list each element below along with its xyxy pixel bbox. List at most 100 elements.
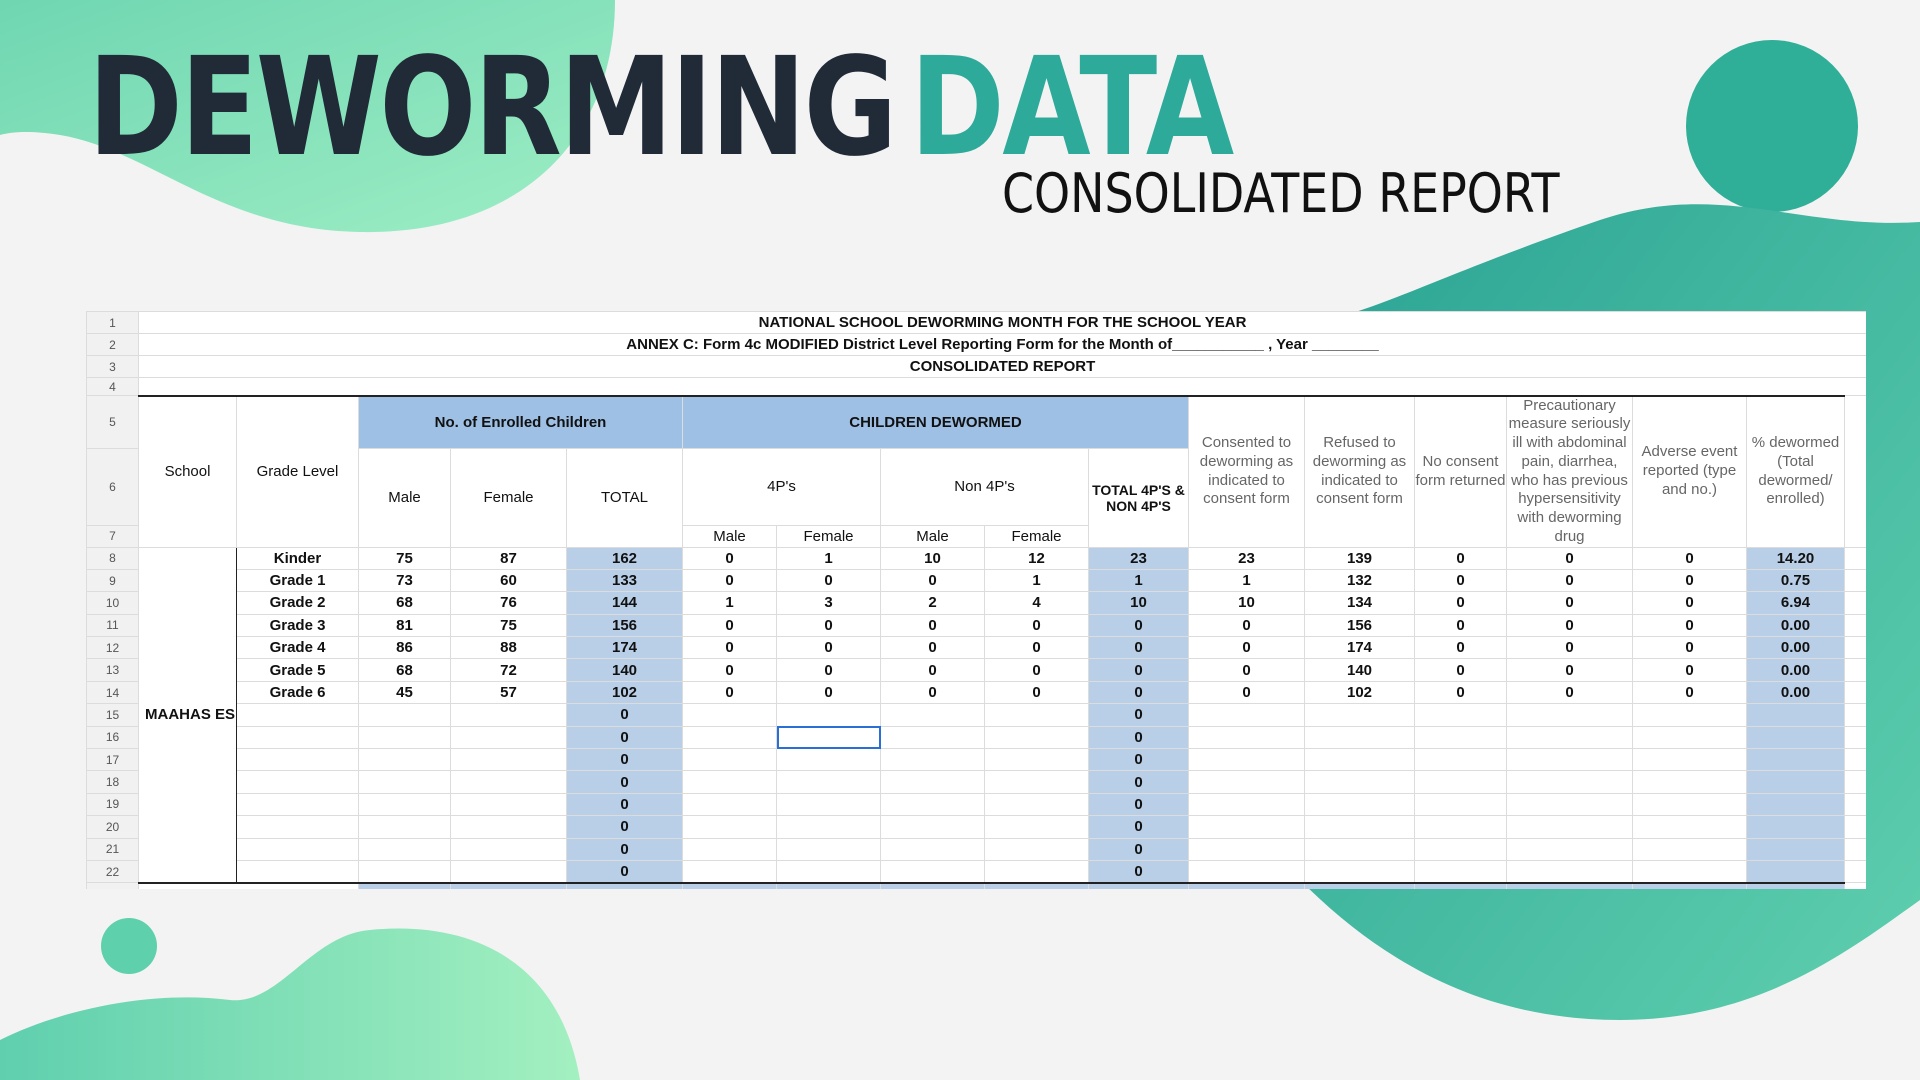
cell-tot[interactable]: 0 xyxy=(1088,792,1189,817)
grade-cell[interactable]: Grade 2 xyxy=(236,591,359,615)
cell-nc[interactable] xyxy=(1414,815,1507,839)
cell-pm[interactable]: 0 xyxy=(682,680,777,705)
cell-pct[interactable] xyxy=(1746,815,1845,839)
cell-tot[interactable]: 0 xyxy=(1088,859,1189,884)
cell-nc[interactable]: 0 xyxy=(1414,613,1507,638)
cell-m[interactable] xyxy=(358,837,451,861)
cell-tot[interactable]: 1 xyxy=(1088,568,1189,593)
cell-pf[interactable] xyxy=(776,703,881,727)
cell-con[interactable]: 1 xyxy=(1188,568,1305,593)
cell-pm[interactable] xyxy=(682,703,777,727)
grade-cell[interactable] xyxy=(236,703,359,727)
grade-cell[interactable] xyxy=(236,770,359,794)
cell-pct[interactable] xyxy=(1746,859,1845,884)
cell-pm[interactable] xyxy=(682,859,777,884)
cell-pm[interactable] xyxy=(682,792,777,817)
cell-nf[interactable]: 1 xyxy=(984,568,1089,593)
cell-m[interactable]: 86 xyxy=(358,636,451,660)
cell-nc[interactable] xyxy=(1414,703,1507,727)
cell-ref[interactable] xyxy=(1304,859,1415,884)
cell-f[interactable]: 60 xyxy=(450,568,567,593)
cell-pct[interactable] xyxy=(1746,725,1845,750)
cell-nf[interactable] xyxy=(984,725,1089,750)
cell-pm[interactable]: 0 xyxy=(682,658,777,682)
cell-pm[interactable]: 0 xyxy=(682,613,777,638)
cell-pre[interactable]: 0 xyxy=(1506,680,1633,705)
cell-con[interactable] xyxy=(1188,815,1305,839)
cell-con[interactable] xyxy=(1188,725,1305,750)
cell-con[interactable]: 0 xyxy=(1188,658,1305,682)
cell-pm[interactable] xyxy=(682,725,777,750)
cell-nc[interactable] xyxy=(1414,770,1507,794)
cell-m[interactable]: 73 xyxy=(358,568,451,593)
cell-con[interactable]: 0 xyxy=(1188,680,1305,705)
cell-adv[interactable] xyxy=(1632,725,1747,750)
grade-cell[interactable]: Grade 5 xyxy=(236,658,359,682)
cell-t[interactable]: 174 xyxy=(566,636,683,660)
cell-adv[interactable] xyxy=(1632,815,1747,839)
cell-f[interactable]: 88 xyxy=(450,636,567,660)
cell-pct[interactable] xyxy=(1746,792,1845,817)
cell-f[interactable] xyxy=(450,770,567,794)
cell-nf[interactable] xyxy=(984,770,1089,794)
cell-ref[interactable] xyxy=(1304,703,1415,727)
cell-pre[interactable]: 0 xyxy=(1506,658,1633,682)
cell-pm[interactable] xyxy=(682,837,777,861)
cell-pf[interactable] xyxy=(776,748,881,772)
cell-adv[interactable] xyxy=(1632,837,1747,861)
cell-pct[interactable]: 0.00 xyxy=(1746,680,1845,705)
cell-ref[interactable] xyxy=(1304,725,1415,750)
cell-m[interactable]: 68 xyxy=(358,591,451,615)
cell-pm[interactable] xyxy=(682,770,777,794)
cell-nm[interactable]: 0 xyxy=(880,613,985,638)
cell-m[interactable] xyxy=(358,815,451,839)
cell-pm[interactable] xyxy=(682,748,777,772)
cell-con[interactable] xyxy=(1188,837,1305,861)
cell-pre[interactable] xyxy=(1506,770,1633,794)
cell-nf[interactable]: 0 xyxy=(984,680,1089,705)
cell-ref[interactable] xyxy=(1304,748,1415,772)
cell-f[interactable] xyxy=(450,815,567,839)
cell-pct[interactable] xyxy=(1746,770,1845,794)
cell-pre[interactable]: 0 xyxy=(1506,636,1633,660)
cell-nm[interactable] xyxy=(880,837,985,861)
cell-pf[interactable] xyxy=(776,815,881,839)
cell-nf[interactable] xyxy=(984,859,1089,884)
cell-nf[interactable] xyxy=(984,837,1089,861)
cell-nm[interactable]: 0 xyxy=(880,658,985,682)
cell-pre[interactable] xyxy=(1506,703,1633,727)
cell-pf[interactable] xyxy=(776,792,881,817)
cell-pct[interactable] xyxy=(1746,837,1845,861)
cell-con[interactable]: 10 xyxy=(1188,591,1305,615)
cell-nm[interactable]: 0 xyxy=(880,636,985,660)
grade-cell[interactable] xyxy=(236,859,359,884)
cell-nc[interactable] xyxy=(1414,837,1507,861)
cell-nf[interactable]: 4 xyxy=(984,591,1089,615)
cell-t[interactable]: 0 xyxy=(566,837,683,861)
cell-nm[interactable] xyxy=(880,725,985,750)
cell-adv[interactable] xyxy=(1632,770,1747,794)
cell-nc[interactable] xyxy=(1414,748,1507,772)
cell-nc[interactable] xyxy=(1414,792,1507,817)
cell-f[interactable]: 72 xyxy=(450,658,567,682)
cell-nm[interactable]: 2 xyxy=(880,591,985,615)
cell-pf[interactable]: 1 xyxy=(776,546,881,570)
cell-nm[interactable] xyxy=(880,770,985,794)
cell-m[interactable]: 45 xyxy=(358,680,451,705)
cell-t[interactable]: 140 xyxy=(566,658,683,682)
cell-nf[interactable]: 0 xyxy=(984,613,1089,638)
cell-adv[interactable] xyxy=(1632,792,1747,817)
cell-f[interactable] xyxy=(450,725,567,750)
cell-pf[interactable]: 0 xyxy=(776,613,881,638)
cell-pct[interactable]: 0.00 xyxy=(1746,658,1845,682)
cell-f[interactable] xyxy=(450,859,567,884)
cell-m[interactable] xyxy=(358,792,451,817)
cell-pct[interactable]: 0.00 xyxy=(1746,613,1845,638)
cell-nm[interactable] xyxy=(880,792,985,817)
cell-nf[interactable] xyxy=(984,703,1089,727)
cell-ref[interactable]: 174 xyxy=(1304,636,1415,660)
cell-adv[interactable]: 0 xyxy=(1632,658,1747,682)
cell-pct[interactable]: 14.20 xyxy=(1746,546,1845,570)
cell-pct[interactable]: 0.00 xyxy=(1746,636,1845,660)
grade-cell[interactable]: Grade 3 xyxy=(236,613,359,638)
